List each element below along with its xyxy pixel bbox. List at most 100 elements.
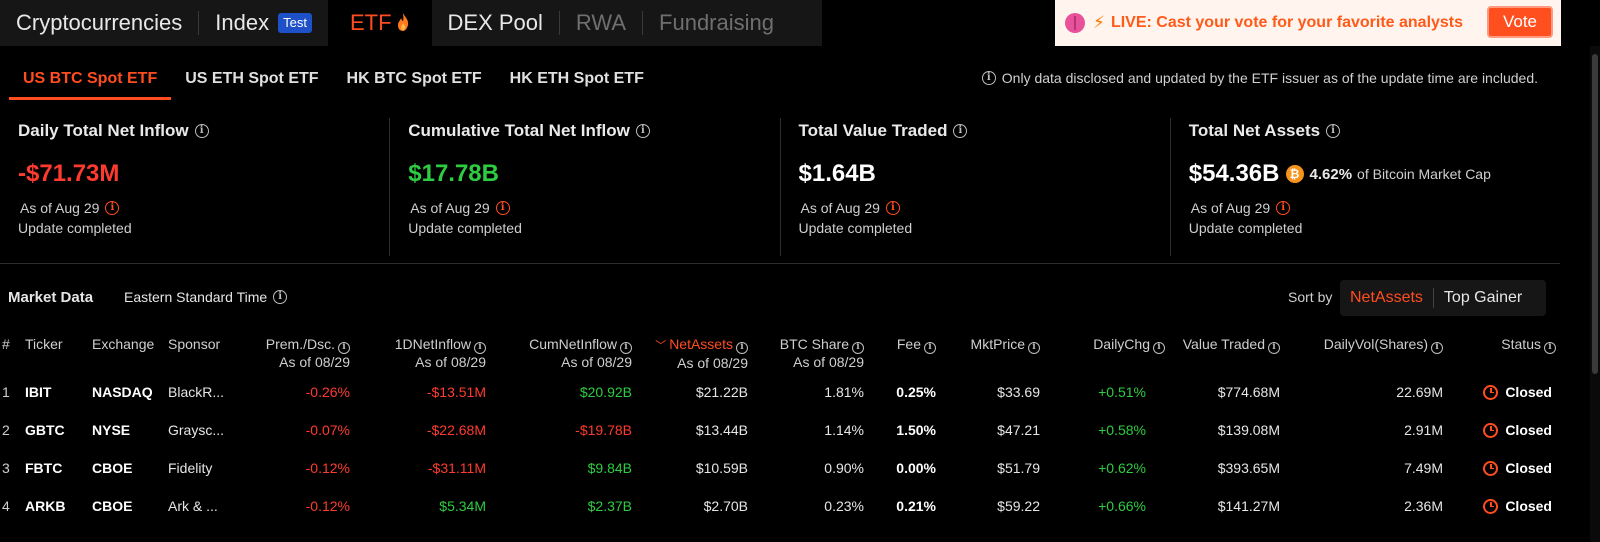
nav-cryptocurrencies[interactable]: Cryptocurrencies bbox=[16, 10, 183, 35]
info-icon[interactable]: i bbox=[338, 341, 350, 354]
cell-vol: 2.36M bbox=[1404, 498, 1443, 514]
cell-status: Closed bbox=[1483, 411, 1552, 449]
clock-icon bbox=[1483, 422, 1499, 438]
info-icon[interactable]: i bbox=[1153, 341, 1165, 354]
tab-us-btc-spot-etf[interactable]: US BTC Spot ETF bbox=[9, 58, 172, 100]
sort-top-gainer-button[interactable]: Top Gainer bbox=[1443, 289, 1523, 306]
info-icon[interactable]: i bbox=[474, 341, 486, 354]
nav-index-label: Index bbox=[215, 10, 270, 35]
info-icon[interactable]: i bbox=[620, 341, 632, 354]
sort-divider bbox=[1432, 288, 1434, 308]
col-header-cum-inflow[interactable]: CumNetInflow i As of 08/29 bbox=[529, 336, 632, 371]
col-header-1d-inflow[interactable]: 1DNetInflow i As of 08/29 bbox=[395, 336, 486, 371]
col-header-net-assets[interactable]: ﹀ NetAssets i As of 08/29 bbox=[655, 336, 748, 372]
timezone-label: Eastern Standard Time bbox=[124, 289, 268, 305]
info-icon[interactable]: i bbox=[885, 201, 900, 215]
col-header-daily-vol[interactable]: DailyVol(Shares) i bbox=[1324, 336, 1443, 354]
table-row[interactable]: 3 FBTC CBOE Fidelity -0.12% -$31.11M $9.84B $10… bbox=[0, 449, 1560, 487]
nav-dex-pool[interactable]: DEX Pool bbox=[447, 10, 543, 35]
col-header-fee[interactable]: Fee i bbox=[897, 336, 936, 354]
info-icon[interactable]: i bbox=[1268, 341, 1280, 354]
col-header-sponsor[interactable]: Sponsor bbox=[168, 336, 221, 352]
stat-title-text: Total Value Traded bbox=[798, 121, 948, 140]
tab-us-eth-spot-etf[interactable]: US ETH Spot ETF bbox=[185, 70, 319, 87]
col-header-status[interactable]: Status i bbox=[1501, 336, 1556, 354]
info-icon[interactable]: i bbox=[194, 124, 209, 138]
info-icon[interactable]: i bbox=[1431, 341, 1443, 354]
nav-etf[interactable]: ETF bbox=[327, 0, 432, 46]
col-header-exchange[interactable]: Exchange bbox=[92, 336, 155, 352]
stat-total-net-assets: Total Net Assets i $54.36B ₿ 4.62% of Bit… bbox=[1171, 118, 1560, 256]
cell-vol: 7.49M bbox=[1404, 460, 1443, 476]
col-header-mkt-price-label: MktPrice bbox=[970, 336, 1025, 352]
table-row[interactable]: 2 GBTC NYSE Graysc... -0.07% -$22.68M -$19.78B… bbox=[0, 411, 1560, 449]
info-icon[interactable]: i bbox=[1276, 201, 1291, 215]
nav-index[interactable]: Index Test bbox=[199, 0, 328, 46]
stat-update-status: Update completed bbox=[408, 220, 522, 236]
bitcoin-icon: ₿ bbox=[1285, 165, 1304, 183]
table-row[interactable]: 1 IBIT NASDAQ BlackR... -0.26% -$13.51M $20.92… bbox=[0, 373, 1560, 411]
col-header-asof: As of 08/29 bbox=[279, 353, 350, 370]
bitcoin-mcap-pct: 4.62% bbox=[1309, 165, 1353, 183]
scrollbar-thumb[interactable] bbox=[1592, 54, 1598, 374]
market-data-title: Market Data bbox=[8, 289, 94, 306]
cell-prem: -0.12% bbox=[305, 460, 350, 476]
col-header-asof: As of 08/29 bbox=[677, 355, 748, 371]
col-header-prem[interactable]: Prem./Dsc. i As of 08/29 bbox=[266, 336, 350, 371]
col-header-asof: As of 08/29 bbox=[561, 353, 632, 370]
cell-traded: $393.65M bbox=[1217, 460, 1280, 476]
col-header-btc-share[interactable]: BTC Share i As of 08/29 bbox=[780, 336, 864, 371]
sort-toggle: NetAssets Top Gainer bbox=[1340, 280, 1546, 316]
cell-fee: 0.00% bbox=[896, 460, 936, 476]
info-icon[interactable]: i bbox=[924, 341, 936, 354]
page-scrollbar[interactable] bbox=[1590, 46, 1600, 542]
cell-status: Closed bbox=[1483, 449, 1552, 487]
nav-fundraising[interactable]: Fundraising bbox=[659, 10, 774, 35]
col-header-ticker[interactable]: Ticker bbox=[25, 336, 63, 352]
col-header-value-traded[interactable]: Value Traded i bbox=[1183, 336, 1280, 354]
info-icon[interactable]: i bbox=[495, 201, 510, 215]
stat-update-status: Update completed bbox=[1188, 220, 1303, 236]
info-icon[interactable]: i bbox=[1544, 341, 1556, 354]
chevron-down-icon: ﹀ bbox=[655, 340, 667, 352]
cell-share: 0.23% bbox=[824, 498, 864, 514]
cell-ticker: IBIT bbox=[25, 384, 52, 400]
stat-title: Total Value Traded i bbox=[799, 118, 1170, 144]
tab-hk-eth-spot-etf[interactable]: HK ETH Spot ETF bbox=[509, 70, 644, 87]
info-icon[interactable]: i bbox=[635, 124, 650, 138]
info-icon[interactable]: i bbox=[736, 341, 748, 354]
cell-traded: $139.08M bbox=[1217, 422, 1280, 438]
info-icon[interactable]: i bbox=[273, 290, 288, 304]
stat-asof: As of Aug 29 i bbox=[18, 200, 389, 216]
cell-ticker: FBTC bbox=[25, 460, 63, 476]
vote-button[interactable]: Vote bbox=[1487, 6, 1553, 38]
timezone-selector[interactable]: Eastern Standard Time i bbox=[124, 289, 293, 305]
section-divider bbox=[0, 263, 1560, 264]
cell-exchange: CBOE bbox=[92, 460, 133, 476]
info-icon[interactable]: i bbox=[1028, 341, 1040, 354]
nav-rwa[interactable]: RWA bbox=[575, 10, 627, 35]
col-header-mkt-price[interactable]: MktPrice i bbox=[971, 336, 1040, 354]
etf-subtabs: US BTC Spot ETF US ETH Spot ETF HK BTC S… bbox=[0, 58, 658, 100]
stat-asof: As of Aug 29 i bbox=[408, 200, 779, 216]
info-icon[interactable]: i bbox=[105, 201, 120, 215]
clock-icon bbox=[1483, 460, 1499, 476]
stat-title-text: Daily Total Net Inflow bbox=[18, 121, 189, 140]
stat-value: $1.64B bbox=[798, 160, 876, 187]
info-icon[interactable]: i bbox=[1326, 124, 1341, 138]
bitcoin-mcap-label: of Bitcoin Market Cap bbox=[1357, 166, 1491, 182]
live-banner[interactable]: ⚡ LIVE: Cast your vote for your favorite… bbox=[1055, 0, 1561, 46]
col-header-daily-chg[interactable]: DailyChg i bbox=[1093, 336, 1165, 354]
stat-value: $54.36B ₿ 4.62% of Bitcoin Market Cap bbox=[1189, 158, 1560, 190]
info-icon[interactable]: i bbox=[852, 341, 864, 354]
stat-value-text: $54.36B bbox=[1188, 160, 1280, 187]
info-icon[interactable]: i bbox=[953, 124, 968, 138]
tab-hk-btc-spot-etf[interactable]: HK BTC Spot ETF bbox=[346, 70, 482, 87]
stat-title-text: Cumulative Total Net Inflow bbox=[408, 121, 630, 140]
info-icon[interactable]: i bbox=[981, 71, 996, 85]
cell-price: $59.22 bbox=[997, 498, 1040, 514]
status-text: Closed bbox=[1505, 498, 1552, 514]
table-row[interactable]: 4 ARKB CBOE Ark & ... -0.12% $5.34M $2.37B $2.7… bbox=[0, 487, 1560, 525]
sort-netassets-button[interactable]: NetAssets bbox=[1350, 289, 1423, 306]
col-header-prem-label: Prem./Dsc. bbox=[265, 336, 335, 352]
